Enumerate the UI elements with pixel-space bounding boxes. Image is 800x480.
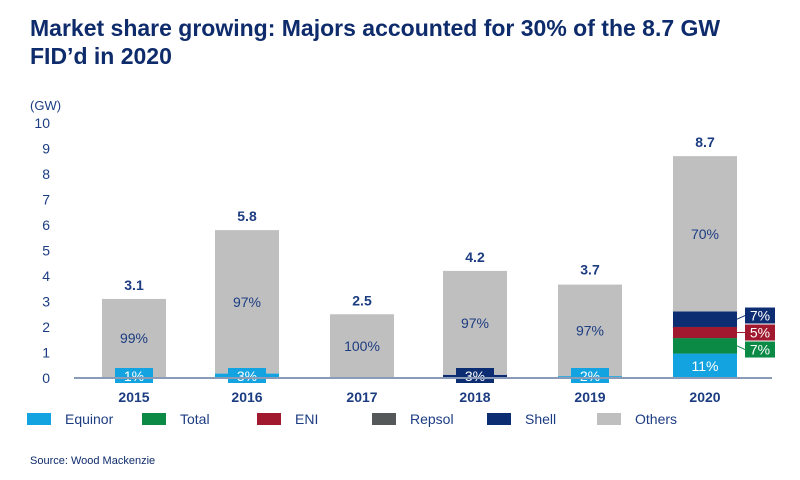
bar-segment-total [673, 338, 737, 354]
total-label: 8.7 [695, 134, 715, 150]
data-label: 97% [233, 294, 261, 310]
y-tick-label: 9 [42, 141, 50, 157]
data-label-box [745, 341, 775, 358]
x-tick-label: 2018 [459, 389, 490, 405]
bar-segment-others [102, 298, 166, 378]
x-tick-label: 2016 [231, 389, 262, 405]
data-label: 99% [120, 330, 148, 346]
bar-segment-others [443, 270, 507, 375]
data-label: 5% [750, 325, 770, 341]
data-label-box [228, 368, 266, 383]
y-tick-label: 5 [42, 243, 50, 259]
legend-swatch-others [597, 413, 621, 425]
legend-swatch-repsol [372, 413, 396, 425]
bar-segment-others [558, 284, 622, 377]
data-label: 100% [344, 338, 380, 354]
data-label: 3% [465, 368, 485, 384]
data-label: 7% [750, 308, 770, 324]
y-tick-label: 8 [42, 166, 50, 182]
chart-title: Market share growing: Majors accounted f… [30, 15, 721, 69]
data-label-box [745, 324, 775, 341]
legend-label: Others [635, 411, 677, 427]
y-tick-label: 0 [42, 370, 50, 386]
y-tick-label: 6 [42, 217, 50, 233]
legend-label: Equinor [65, 411, 114, 427]
data-label: 7% [750, 342, 770, 358]
legend-label: Shell [525, 411, 556, 427]
data-label: 2% [580, 368, 600, 384]
bar-segment-eni [673, 326, 737, 339]
data-label-leader [736, 345, 746, 350]
y-tick-label: 4 [42, 268, 50, 284]
data-label: 97% [576, 322, 604, 338]
legend-label: Repsol [410, 411, 454, 427]
y-tick-label: 3 [42, 294, 50, 310]
data-label-box [571, 368, 609, 383]
legend-swatch-total [142, 413, 166, 425]
data-label: 3% [237, 368, 257, 384]
y-tick-label: 7 [42, 192, 50, 208]
y-tick-label: 1 [42, 345, 50, 361]
data-label: 1% [124, 368, 144, 384]
y-axis-label: (GW) [30, 98, 61, 113]
bar-segment-equinor [673, 353, 737, 378]
bar-segment-shell [673, 311, 737, 327]
data-label-leader [736, 315, 746, 320]
data-label-box [115, 368, 153, 383]
legend-label: ENI [295, 411, 318, 427]
x-tick-label: 2017 [346, 389, 377, 405]
bar-segment-others [673, 156, 737, 312]
total-label: 3.7 [580, 262, 600, 278]
total-label: 3.1 [124, 277, 144, 293]
legend-label: Total [180, 411, 210, 427]
x-tick-label: 2015 [118, 389, 149, 405]
y-tick-label: 10 [34, 115, 50, 131]
data-label-box [745, 307, 775, 324]
x-tick-label: 2020 [689, 389, 720, 405]
legend-swatch-shell [487, 413, 511, 425]
bar-segment-others [215, 230, 279, 374]
legend-swatch-equinor [27, 413, 51, 425]
x-tick-label: 2019 [574, 389, 605, 405]
total-label: 5.8 [237, 208, 257, 224]
source-note: Source: Wood Mackenzie [30, 455, 156, 467]
legend-swatch-eni [257, 413, 281, 425]
y-tick-label: 2 [42, 319, 50, 335]
data-label: 97% [461, 315, 489, 331]
bar-segment-others [330, 314, 394, 378]
data-label-box [456, 368, 494, 383]
data-label: 11% [692, 358, 719, 374]
data-label: 70% [691, 226, 719, 242]
total-label: 4.2 [465, 249, 485, 265]
total-label: 2.5 [352, 292, 372, 308]
